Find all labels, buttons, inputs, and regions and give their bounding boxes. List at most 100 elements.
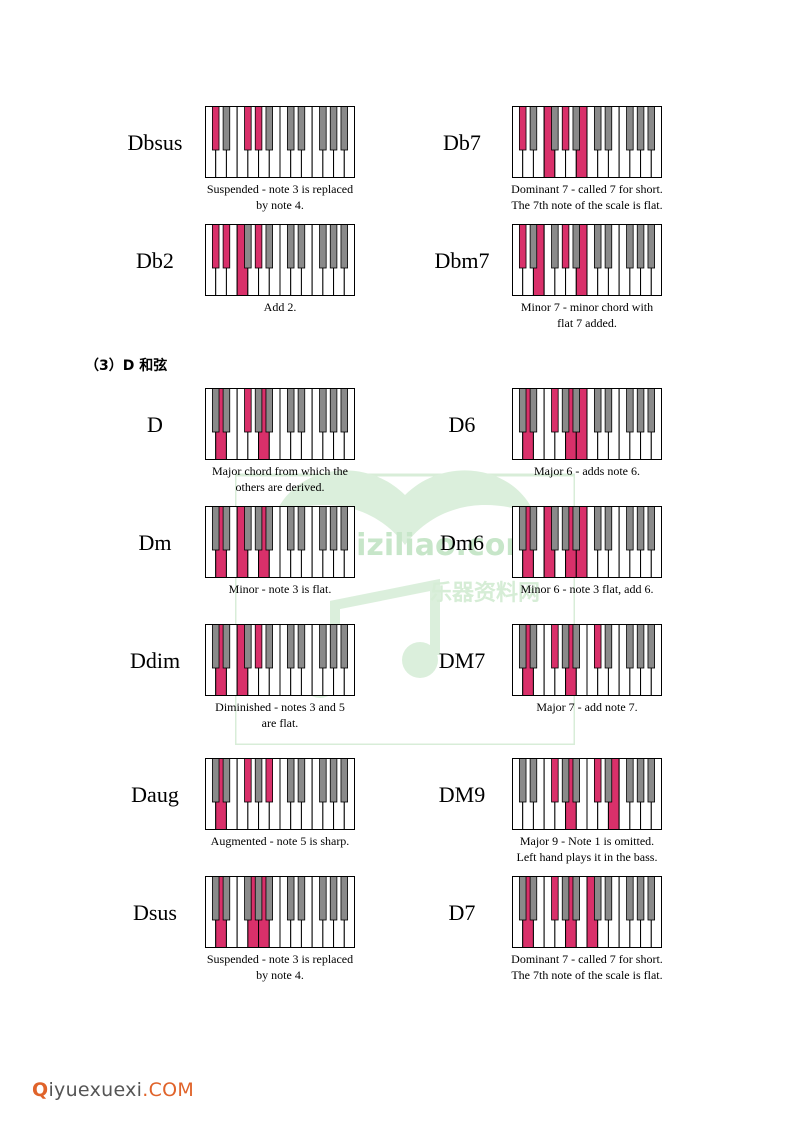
black-key: [572, 624, 580, 669]
chord-name: D: [147, 412, 163, 437]
chord-caption: Major 6 - adds note 6.: [534, 464, 640, 478]
black-key: [647, 758, 656, 803]
black-key: [319, 106, 327, 151]
black-key: [518, 624, 527, 669]
black-key: [593, 388, 602, 433]
pressed-black-key: [254, 106, 263, 151]
black-key: [329, 224, 338, 269]
keyboard-frame: [512, 224, 662, 296]
black-key: [286, 106, 295, 151]
black-key: [222, 506, 231, 551]
black-key: [551, 106, 559, 151]
black-key: [254, 506, 263, 551]
black-key: [561, 388, 570, 433]
chord-caption: Major 9 - Note 1 is omitted. Left hand p…: [516, 834, 658, 864]
black-key: [518, 506, 527, 551]
black-key: [244, 506, 252, 551]
footer-logo: Qiyuexuexi.COM: [32, 1079, 195, 1101]
pressed-black-key: [244, 388, 252, 433]
black-key: [329, 106, 338, 151]
pressed-black-key: [561, 106, 570, 151]
black-key: [286, 388, 295, 433]
pressed-black-key: [265, 758, 273, 803]
black-key: [518, 758, 527, 803]
chord-keyboard: [512, 106, 662, 178]
chord-keyboard: [205, 506, 355, 578]
pressed-black-key: [254, 624, 263, 669]
keyboard-frame: [205, 388, 355, 460]
chord-caption: Augmented - note 5 is sharp.: [210, 834, 350, 848]
black-key: [286, 758, 295, 803]
black-key: [647, 506, 656, 551]
chord-name: D7: [448, 900, 476, 925]
pressed-black-key: [551, 876, 559, 921]
chord-keyboard: [512, 224, 662, 296]
chord-keyboard: [205, 624, 355, 696]
pressed-black-key: [561, 224, 570, 269]
chord-caption: Dominant 7 - called 7 for short. The 7th…: [511, 182, 663, 212]
black-key: [319, 506, 327, 551]
black-key: [319, 624, 327, 669]
black-key: [211, 876, 220, 921]
black-key: [286, 624, 295, 669]
keyboard-frame: [512, 106, 662, 178]
black-key: [561, 758, 570, 803]
black-key: [265, 106, 273, 151]
black-key: [529, 106, 538, 151]
chord-name: D6: [448, 412, 476, 437]
black-key: [626, 876, 634, 921]
black-key: [636, 388, 645, 433]
keyboard-frame: [512, 876, 662, 948]
black-key: [297, 388, 306, 433]
black-key: [551, 224, 559, 269]
chord-keyboard: [512, 624, 662, 696]
chord-caption: Suspended - note 3 is replaced by note 4…: [206, 952, 354, 982]
chord-caption: Minor 7 - minor chord with flat 7 added.: [520, 300, 654, 330]
chord-keyboard: [205, 758, 355, 830]
black-key: [222, 624, 231, 669]
black-key: [604, 876, 613, 921]
black-key: [572, 388, 580, 433]
pressed-black-key: [518, 224, 527, 269]
black-key: [286, 224, 295, 269]
chord-caption: Minor - note 3 is flat.: [228, 582, 332, 596]
black-key: [286, 876, 295, 921]
black-key: [297, 876, 306, 921]
black-key: [222, 758, 231, 803]
black-key: [551, 506, 559, 551]
black-key: [329, 876, 338, 921]
black-key: [211, 758, 220, 803]
black-key: [319, 388, 327, 433]
black-key: [647, 624, 656, 669]
black-key: [626, 506, 634, 551]
black-key: [647, 106, 656, 151]
chord-keyboard: [205, 876, 355, 948]
pressed-black-key: [518, 106, 527, 151]
black-key: [265, 624, 273, 669]
black-key: [626, 388, 634, 433]
black-key: [329, 506, 338, 551]
black-key: [297, 624, 306, 669]
black-key: [636, 106, 645, 151]
chord-keyboard: [512, 506, 662, 578]
black-key: [329, 388, 338, 433]
black-key: [561, 506, 570, 551]
black-key: [636, 624, 645, 669]
black-key: [604, 758, 613, 803]
keyboard-frame: [205, 876, 355, 948]
black-key: [626, 224, 634, 269]
black-key: [244, 224, 252, 269]
watermark-cn: 乐器资料网: [430, 581, 540, 606]
keyboard-frame: [512, 624, 662, 696]
chord-caption: Add 2.: [263, 300, 297, 314]
black-key: [211, 506, 220, 551]
black-key: [340, 876, 349, 921]
black-key: [340, 106, 349, 151]
pressed-black-key: [593, 758, 602, 803]
chord-name: DM7: [438, 648, 486, 673]
black-key: [329, 758, 338, 803]
black-key: [319, 876, 327, 921]
section-heading: （3）D 和弦: [85, 358, 168, 374]
pressed-black-key: [211, 224, 220, 269]
keyboard-frame: [512, 506, 662, 578]
